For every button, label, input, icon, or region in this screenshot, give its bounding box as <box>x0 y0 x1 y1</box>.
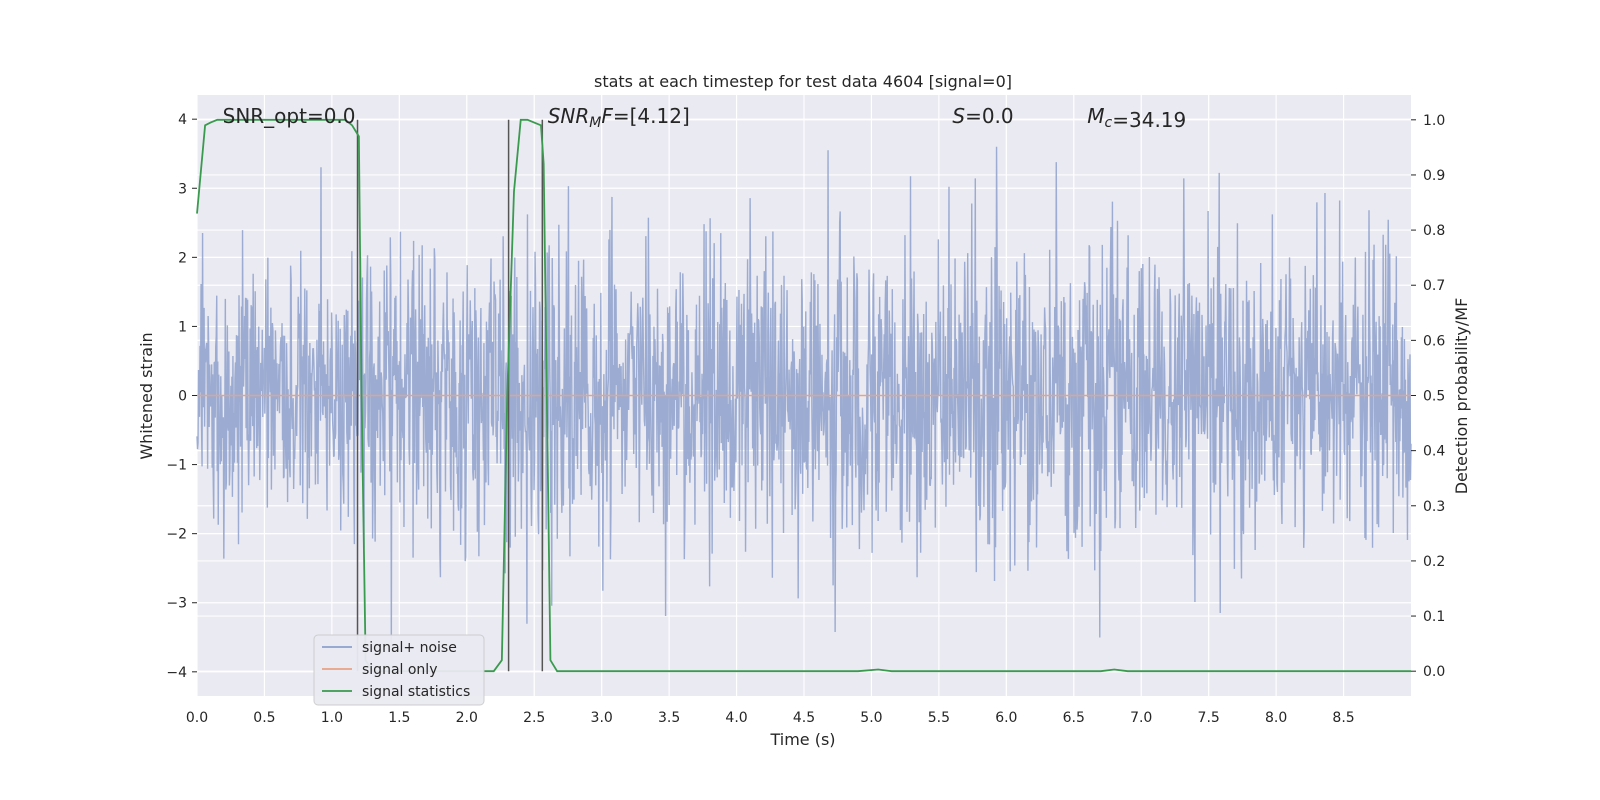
annotation-s-value: S=0.0 <box>952 104 1013 128</box>
x-tick-label-17: 8.5 <box>1332 710 1354 726</box>
x-tick-label-0: 0.0 <box>186 710 208 726</box>
y-right-tick-label-2: 0.8 <box>1423 223 1445 239</box>
x-tick-label-13: 6.5 <box>1063 710 1085 726</box>
legend-box <box>313 634 485 706</box>
y-right-tick-label-7: 0.3 <box>1423 499 1445 515</box>
x-tick-label-5: 2.5 <box>523 710 545 726</box>
annotation-snr-mf: SNRMF=[4.12] <box>548 104 690 131</box>
x-tick-label-3: 1.5 <box>388 710 410 726</box>
x-tick-label-15: 7.5 <box>1198 710 1220 726</box>
stats-line <box>196 118 1411 673</box>
x-tick-label-2: 1.0 <box>321 710 343 726</box>
y-left-tick-label-3: 1 <box>178 319 187 335</box>
y-axis-left-label: Whitened strain <box>137 332 156 459</box>
x-tick-label-8: 4.0 <box>725 710 747 726</box>
x-tick-label-10: 5.0 <box>860 710 882 726</box>
y-right-tick-label-5: 0.5 <box>1423 389 1445 405</box>
y-right-tick-label-0: 1.0 <box>1423 113 1445 129</box>
y-right-tick-label-6: 0.4 <box>1423 444 1445 460</box>
y-right-tick-label-3: 0.7 <box>1423 278 1445 294</box>
y-axis-right-ticks: 1.0 0.9 0.8 0.7 0.6 0.5 0.4 0.3 0.2 0.1 0.0 <box>1411 113 1445 680</box>
x-tick-label-1: 0.5 <box>253 710 275 726</box>
x-tick-label-9: 4.5 <box>793 710 815 726</box>
legend: signal+ noise signal only signal statist… <box>313 634 485 706</box>
x-tick-label-14: 7.0 <box>1130 710 1152 726</box>
annotation-mc-value: Mc=34.19 <box>1087 104 1186 132</box>
annotation-snr-opt: SNR_opt=0.0 <box>223 104 356 128</box>
legend-label-signal-only: signal only <box>362 662 437 678</box>
y-left-tick-label-5: −1 <box>166 458 187 474</box>
y-left-tick-label-6: −2 <box>166 527 187 543</box>
x-axis-ticks: 0.0 0.5 1.0 1.5 2.0 2.5 3.0 3.5 4.0 4.5 5.0 5.5 6.0 6… <box>186 710 1355 726</box>
x-tick-label-11: 5.5 <box>928 710 950 726</box>
chart-title: stats at each timestep for test data 460… <box>594 72 1012 91</box>
y-right-tick-label-1: 0.9 <box>1423 168 1445 184</box>
y-left-tick-label-1: 3 <box>178 181 187 197</box>
x-tick-label-6: 3.0 <box>591 710 613 726</box>
x-tick-label-16: 8.0 <box>1265 710 1287 726</box>
series-signal-statistics <box>196 118 1411 673</box>
x-axis-label: Time (s) <box>769 730 835 749</box>
y-right-tick-label-9: 0.1 <box>1423 609 1445 625</box>
x-tick-label-7: 3.5 <box>658 710 680 726</box>
y-right-tick-label-10: 0.0 <box>1423 664 1445 680</box>
y-right-tick-label-8: 0.2 <box>1423 554 1445 570</box>
y-left-tick-label-2: 2 <box>178 250 187 266</box>
x-tick-label-12: 6.0 <box>995 710 1017 726</box>
legend-label-signal-noise: signal+ noise <box>362 640 457 656</box>
y-axis-left-ticks: 4 3 2 1 0 −1 −2 −3 −4 <box>166 112 197 681</box>
y-axis-right-label: Detection probability/MF <box>1452 298 1471 495</box>
y-left-tick-label-7: −3 <box>166 596 187 612</box>
x-tick-label-4: 2.0 <box>456 710 478 726</box>
annotations: SNR_opt=0.0 SNRMF=[4.12] S=0.0 Mc=34.19 <box>223 104 1187 132</box>
y-left-tick-label-4: 0 <box>178 389 187 405</box>
y-left-tick-label-8: −4 <box>166 665 187 681</box>
vlines <box>356 119 544 672</box>
legend-label-signal-statistics: signal statistics <box>362 684 470 700</box>
y-left-tick-label-0: 4 <box>178 112 187 128</box>
y-right-tick-label-4: 0.6 <box>1423 333 1445 349</box>
